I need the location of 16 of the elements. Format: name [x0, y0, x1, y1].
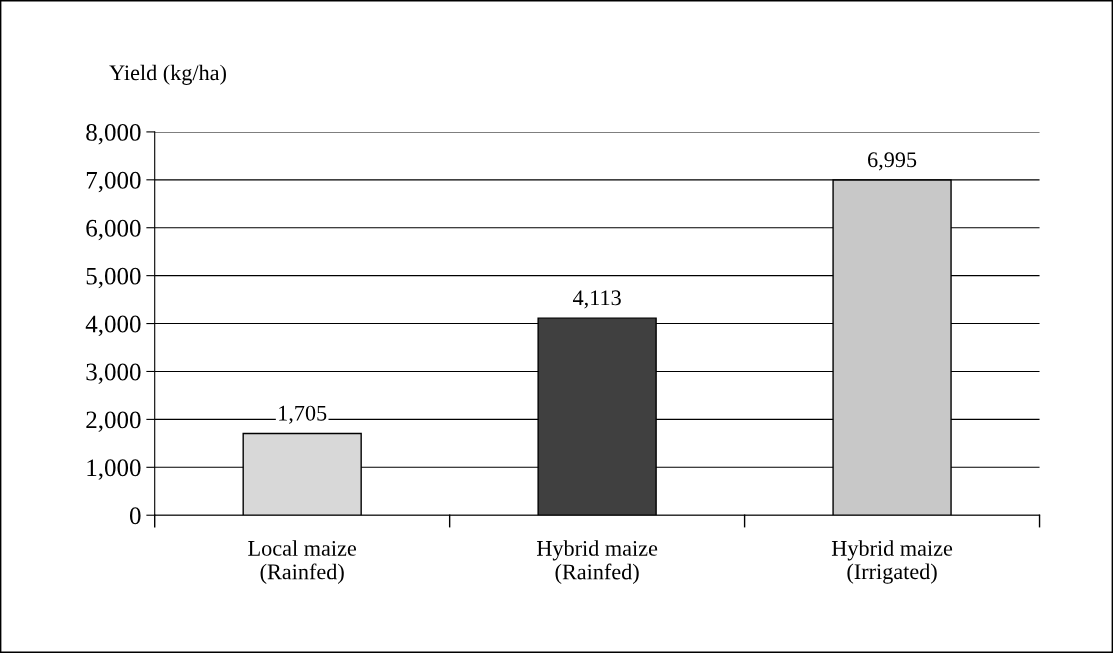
y-tick-label: 4,000 [85, 315, 141, 337]
x-tick-label: Hybrid maize (Rainfed) [536, 540, 658, 584]
x-tick-label: Local maize (Rainfed) [248, 540, 356, 584]
data-label: 1,705 [279, 405, 327, 424]
y-axis-title: Yield (kg/ha) [109, 64, 226, 85]
y-tick-label: 6,000 [86, 219, 141, 241]
data-label: 6,995 [868, 152, 917, 171]
y-tick-label: 8,000 [86, 123, 141, 145]
y-tick-label: 1,000 [87, 459, 141, 480]
data-label: 4,113 [572, 290, 621, 309]
x-tick-label: Hybrid maize (Irrigated) [831, 540, 953, 584]
y-tick-label: 5,000 [86, 267, 141, 289]
y-tick-label: 3,000 [86, 363, 141, 384]
y-tick-label: 2,000 [86, 411, 141, 432]
y-tick-label: 7,000 [86, 171, 141, 193]
y-tick-label: 0 [129, 507, 141, 525]
